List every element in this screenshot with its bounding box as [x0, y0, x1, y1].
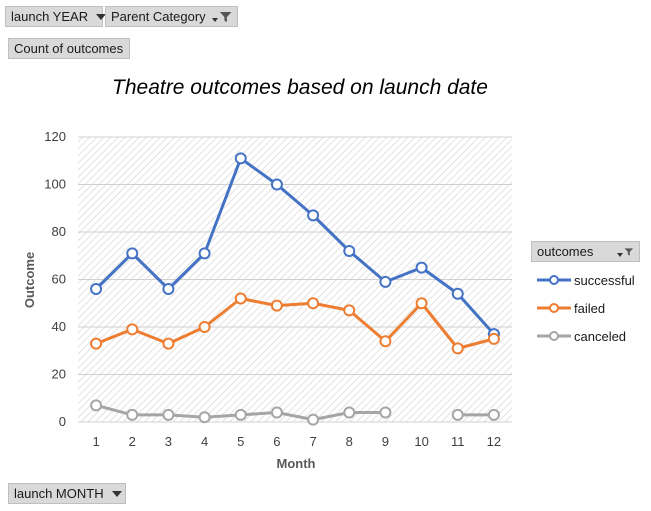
data-point-successful[interactable]: [162, 283, 175, 295]
x-tick-label: 12: [487, 434, 501, 449]
data-point-failed[interactable]: [270, 299, 283, 312]
x-tick-label: 8: [346, 434, 353, 449]
data-point-canceled[interactable]: [487, 408, 500, 421]
y-tick-label: 0: [59, 414, 66, 429]
x-tick-label: 7: [309, 434, 316, 449]
data-point-successful[interactable]: [270, 178, 283, 191]
legend-label: canceled: [574, 328, 627, 344]
legend-item-canceled[interactable]: canceled: [536, 322, 635, 350]
data-point-failed[interactable]: [487, 332, 500, 345]
data-point-canceled[interactable]: [198, 411, 211, 424]
data-point-successful[interactable]: [90, 283, 103, 295]
legend-item-failed[interactable]: failed: [536, 294, 635, 322]
dropdown-arrow-icon: [111, 490, 122, 497]
data-point-canceled[interactable]: [162, 408, 175, 421]
data-point-failed[interactable]: [198, 321, 211, 333]
data-point-canceled[interactable]: [379, 406, 392, 419]
series-canceled: [90, 399, 500, 426]
legend-marker-icon: [537, 331, 571, 341]
data-point-failed[interactable]: [379, 335, 392, 348]
x-tick-label: 4: [201, 434, 208, 449]
launch-year-filter-label: launch YEAR: [11, 9, 89, 24]
count-of-outcomes-field-button[interactable]: Count of outcomes: [8, 38, 130, 59]
data-point-failed[interactable]: [451, 342, 464, 355]
launch-month-axis-label: launch MONTH: [14, 486, 104, 501]
data-point-canceled[interactable]: [451, 408, 464, 421]
launch-year-filter-button[interactable]: launch YEAR: [5, 6, 107, 27]
x-tick-label: 6: [273, 434, 280, 449]
data-point-canceled[interactable]: [270, 406, 283, 419]
series-line-failed: [95, 297, 495, 350]
data-point-successful[interactable]: [198, 247, 211, 260]
launch-month-axis-button[interactable]: launch MONTH: [8, 483, 126, 504]
data-point-successful[interactable]: [451, 287, 464, 300]
x-tick-label: 9: [382, 434, 389, 449]
dropdown-arrow-icon: [96, 13, 107, 20]
data-point-failed[interactable]: [307, 297, 320, 310]
data-point-failed[interactable]: [90, 337, 103, 350]
dropdown-arrow-icon: [617, 252, 624, 257]
y-tick-label: 20: [52, 367, 66, 382]
data-point-failed[interactable]: [234, 292, 247, 305]
legend-item-successful[interactable]: successful: [536, 266, 635, 294]
legend-label: failed: [574, 300, 606, 316]
y-tick-label: 100: [44, 177, 66, 192]
data-point-failed[interactable]: [343, 304, 356, 317]
y-tick-label: 60: [52, 272, 66, 287]
data-point-failed[interactable]: [415, 297, 428, 310]
data-point-successful[interactable]: [234, 152, 247, 165]
data-point-canceled[interactable]: [343, 406, 356, 419]
y-axis-title: Outcome: [22, 252, 37, 308]
parent-category-filter-label: Parent Category: [111, 9, 206, 24]
data-point-failed[interactable]: [162, 337, 175, 350]
series-line-successful: [95, 156, 496, 336]
y-tick-label: 40: [52, 319, 66, 334]
parent-category-filter-button[interactable]: Parent Category: [105, 6, 238, 27]
x-tick-label: 11: [451, 434, 465, 449]
y-tick-label: 120: [44, 129, 66, 144]
filter-funnel-icon: [219, 11, 232, 22]
x-tick-label: 1: [92, 434, 99, 449]
data-point-successful[interactable]: [379, 275, 392, 288]
data-point-canceled[interactable]: [90, 399, 103, 412]
legend-marker-icon: [537, 303, 571, 313]
chart-title: Theatre outcomes based on launch date: [112, 76, 488, 99]
count-of-outcomes-label: Count of outcomes: [14, 41, 124, 56]
series-failed: [90, 292, 500, 355]
data-point-successful[interactable]: [126, 247, 139, 260]
legend-marker-icon: [537, 275, 571, 285]
data-point-canceled[interactable]: [307, 413, 320, 426]
outcomes-legend-filter-button[interactable]: outcomes: [531, 241, 640, 262]
chart-legend: successful failed canceled: [536, 266, 635, 350]
data-point-successful[interactable]: [307, 209, 320, 222]
data-point-successful[interactable]: [415, 261, 428, 274]
x-tick-label: 5: [237, 434, 244, 449]
legend-label: successful: [574, 272, 635, 288]
data-point-canceled[interactable]: [234, 408, 247, 421]
y-tick-label: 80: [52, 224, 66, 239]
data-point-successful[interactable]: [343, 245, 356, 257]
series-successful: [90, 152, 500, 341]
x-tick-label: 10: [414, 434, 428, 449]
outcomes-legend-field-label: outcomes: [537, 244, 594, 259]
dropdown-arrow-icon: [211, 17, 218, 22]
x-axis-title: Month: [277, 456, 316, 471]
x-tick-label: 2: [129, 434, 136, 449]
data-point-failed[interactable]: [126, 323, 139, 336]
data-point-canceled[interactable]: [126, 408, 139, 421]
x-tick-label: 3: [165, 434, 172, 449]
filter-funnel-icon: [624, 247, 634, 256]
